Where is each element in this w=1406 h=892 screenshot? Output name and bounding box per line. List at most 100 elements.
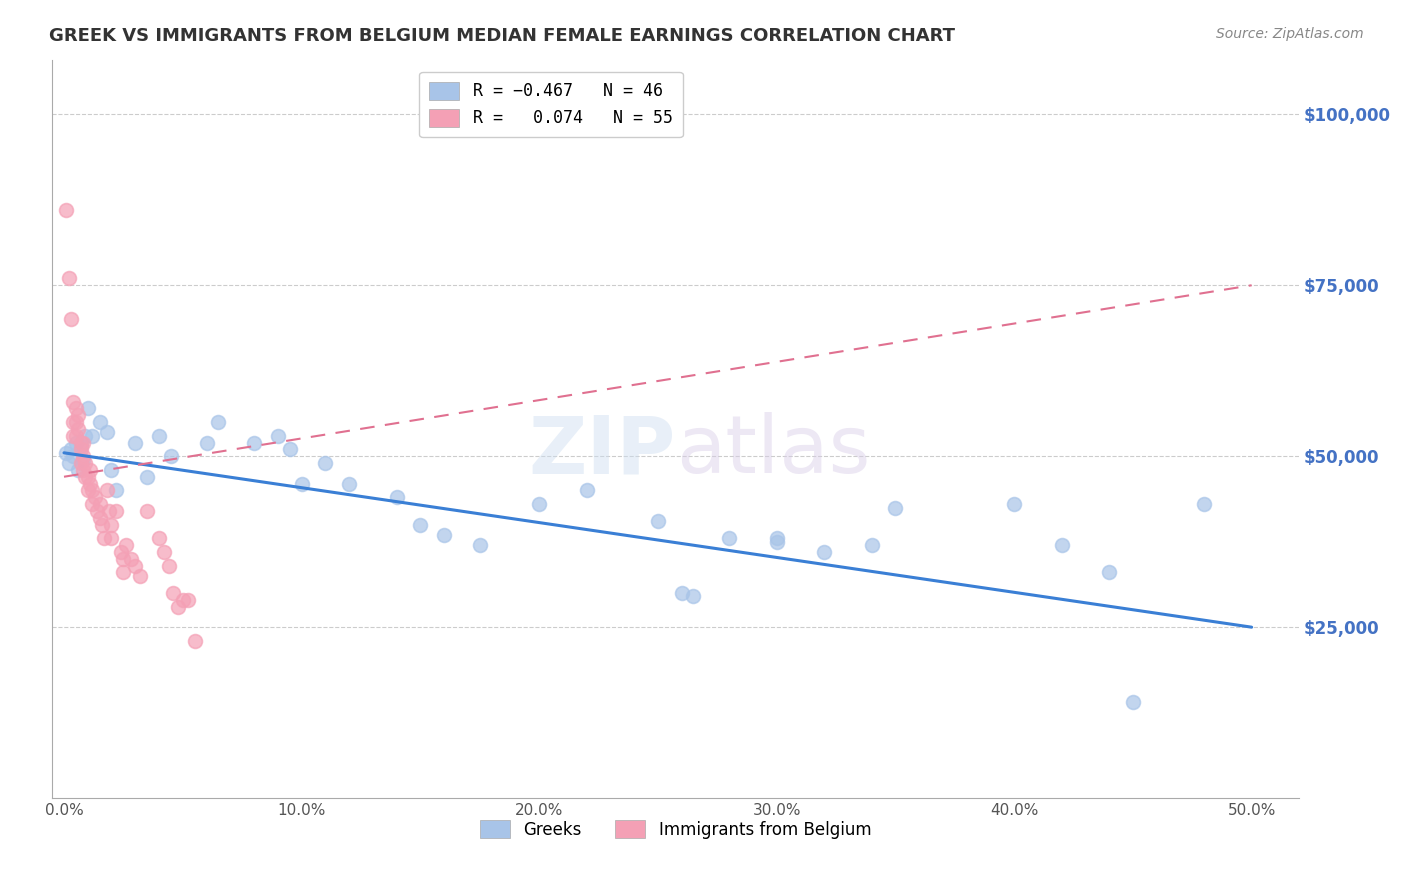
- Point: [86, 504, 108, 518]
- Point: [718, 531, 741, 545]
- Point: [765, 534, 787, 549]
- Text: atlas: atlas: [676, 412, 870, 490]
- Point: [62, 394, 84, 409]
- Point: [65, 401, 87, 416]
- Point: [278, 442, 301, 457]
- Text: GREEK VS IMMIGRANTS FROM BELGIUM MEDIAN FEMALE EARNINGS CORRELATION CHART: GREEK VS IMMIGRANTS FROM BELGIUM MEDIAN …: [49, 27, 955, 45]
- Point: [83, 490, 105, 504]
- Point: [183, 633, 205, 648]
- Point: [72, 435, 94, 450]
- Point: [96, 483, 118, 498]
- Point: [120, 551, 142, 566]
- Point: [112, 551, 135, 566]
- Point: [527, 497, 550, 511]
- Point: [89, 497, 111, 511]
- Point: [152, 545, 174, 559]
- Point: [765, 531, 787, 545]
- Point: [72, 463, 94, 477]
- Legend: Greeks, Immigrants from Belgium: Greeks, Immigrants from Belgium: [474, 814, 877, 846]
- Point: [433, 528, 456, 542]
- Point: [860, 538, 883, 552]
- Point: [62, 449, 84, 463]
- Point: [105, 504, 128, 518]
- Point: [93, 531, 115, 545]
- Point: [1192, 497, 1215, 511]
- Point: [82, 497, 104, 511]
- Point: [100, 517, 122, 532]
- Point: [243, 435, 266, 450]
- Point: [72, 449, 94, 463]
- Point: [110, 545, 132, 559]
- Point: [55, 446, 77, 460]
- Point: [1002, 497, 1025, 511]
- Point: [79, 463, 101, 477]
- Point: [157, 558, 180, 573]
- Point: [62, 428, 84, 442]
- Point: [75, 428, 97, 442]
- Point: [129, 569, 152, 583]
- Point: [89, 415, 111, 429]
- Point: [58, 456, 80, 470]
- Point: [267, 428, 290, 442]
- Point: [72, 452, 94, 467]
- Point: [96, 425, 118, 440]
- Point: [60, 442, 83, 457]
- Point: [314, 456, 336, 470]
- Point: [290, 476, 312, 491]
- Point: [167, 599, 190, 614]
- Point: [69, 439, 91, 453]
- Point: [468, 538, 491, 552]
- Point: [124, 435, 146, 450]
- Point: [114, 538, 136, 552]
- Point: [385, 490, 408, 504]
- Point: [884, 500, 907, 515]
- Point: [671, 586, 693, 600]
- Point: [76, 483, 98, 498]
- Text: Source: ZipAtlas.com: Source: ZipAtlas.com: [1216, 27, 1364, 41]
- Point: [195, 435, 218, 450]
- Point: [75, 456, 97, 470]
- Point: [1050, 538, 1073, 552]
- Point: [409, 517, 432, 532]
- Point: [105, 483, 128, 498]
- Point: [1098, 566, 1121, 580]
- Point: [136, 504, 159, 518]
- Point: [62, 415, 84, 429]
- Point: [160, 449, 183, 463]
- Point: [67, 463, 90, 477]
- Point: [60, 312, 83, 326]
- Point: [69, 456, 91, 470]
- Point: [136, 469, 159, 483]
- Point: [100, 463, 122, 477]
- Point: [148, 428, 170, 442]
- Point: [79, 476, 101, 491]
- Point: [82, 483, 104, 498]
- Point: [89, 510, 111, 524]
- Point: [148, 531, 170, 545]
- Point: [75, 469, 97, 483]
- Point: [813, 545, 835, 559]
- Point: [100, 531, 122, 545]
- Point: [65, 428, 87, 442]
- Point: [172, 592, 194, 607]
- Point: [69, 435, 91, 450]
- Point: [55, 202, 77, 217]
- Point: [98, 504, 121, 518]
- Point: [682, 590, 704, 604]
- Point: [91, 517, 114, 532]
- Point: [207, 415, 229, 429]
- Point: [58, 271, 80, 285]
- Point: [67, 408, 90, 422]
- Point: [65, 415, 87, 429]
- Point: [82, 428, 104, 442]
- Point: [162, 586, 184, 600]
- Point: [176, 592, 198, 607]
- Point: [337, 476, 360, 491]
- Point: [76, 401, 98, 416]
- Point: [112, 566, 135, 580]
- Point: [69, 442, 91, 457]
- Point: [67, 422, 90, 436]
- Point: [1122, 695, 1144, 709]
- Text: ZIP: ZIP: [529, 412, 676, 490]
- Point: [76, 469, 98, 483]
